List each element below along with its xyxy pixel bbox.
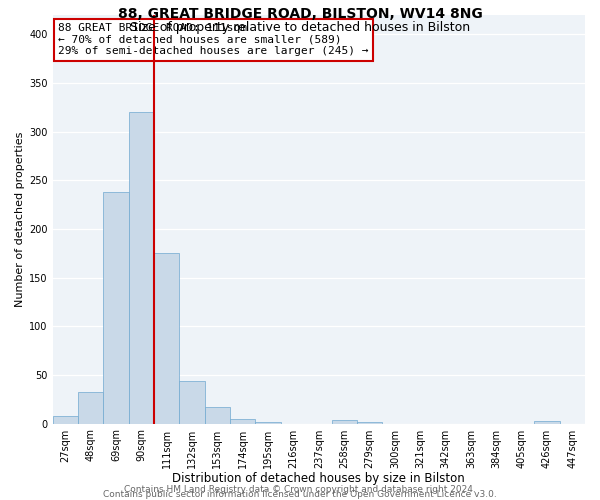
Bar — [357, 422, 382, 424]
Bar — [535, 420, 560, 424]
Text: Contains public sector information licensed under the Open Government Licence v3: Contains public sector information licen… — [103, 490, 497, 499]
Y-axis label: Number of detached properties: Number of detached properties — [15, 132, 25, 307]
Bar — [154, 254, 179, 424]
Bar — [205, 407, 230, 424]
Bar — [230, 418, 256, 424]
Bar — [256, 422, 281, 424]
Bar — [129, 112, 154, 424]
X-axis label: Distribution of detached houses by size in Bilston: Distribution of detached houses by size … — [172, 472, 465, 485]
Text: Size of property relative to detached houses in Bilston: Size of property relative to detached ho… — [130, 21, 470, 34]
Bar — [179, 381, 205, 424]
Bar — [53, 416, 78, 424]
Bar — [103, 192, 129, 424]
Bar — [332, 420, 357, 424]
Text: Contains HM Land Registry data © Crown copyright and database right 2024.: Contains HM Land Registry data © Crown c… — [124, 484, 476, 494]
Bar — [78, 392, 103, 424]
Text: 88, GREAT BRIDGE ROAD, BILSTON, WV14 8NG: 88, GREAT BRIDGE ROAD, BILSTON, WV14 8NG — [118, 8, 482, 22]
Text: 88 GREAT BRIDGE ROAD: 111sqm
← 70% of detached houses are smaller (589)
29% of s: 88 GREAT BRIDGE ROAD: 111sqm ← 70% of de… — [58, 23, 368, 56]
